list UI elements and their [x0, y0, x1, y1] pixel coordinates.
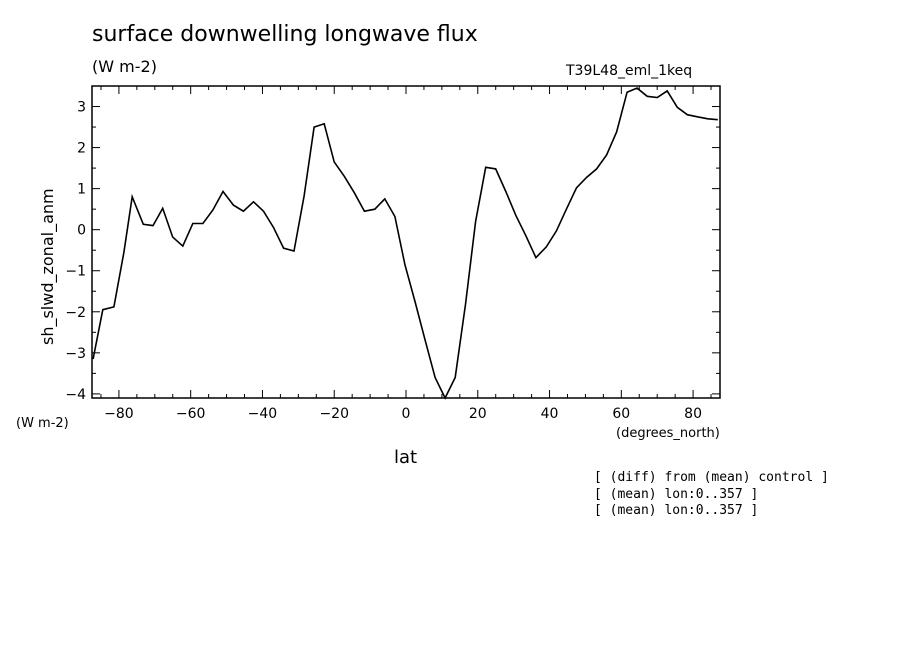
x-tick-label: −40 — [248, 406, 278, 422]
y-tick-label: −4 — [65, 387, 86, 403]
y-tick-label: 1 — [77, 182, 86, 198]
axis-ticks — [92, 86, 720, 398]
x-tick-label: −80 — [104, 406, 134, 422]
y-tick-label: −3 — [65, 346, 86, 362]
series-line — [93, 88, 718, 398]
y-tick-label: 0 — [77, 223, 86, 239]
x-tick-label: 20 — [469, 406, 487, 422]
x-tick-label: 40 — [541, 406, 559, 422]
y-tick-label: 3 — [77, 100, 86, 116]
tick-labels: −80 −60 −40 −20 0 20 40 60 80 −4 −3 −2 −1 0 1 2 3 — [65, 100, 702, 422]
x-tick-label: −20 — [319, 406, 349, 422]
x-tick-label: −60 — [176, 406, 206, 422]
y-tick-label: −2 — [65, 305, 86, 321]
y-tick-label: 2 — [77, 141, 86, 157]
x-tick-label: 0 — [402, 406, 411, 422]
x-tick-label: 80 — [684, 406, 702, 422]
plot-frame — [92, 86, 720, 398]
y-tick-label: −1 — [65, 264, 86, 280]
x-tick-label: 60 — [612, 406, 630, 422]
